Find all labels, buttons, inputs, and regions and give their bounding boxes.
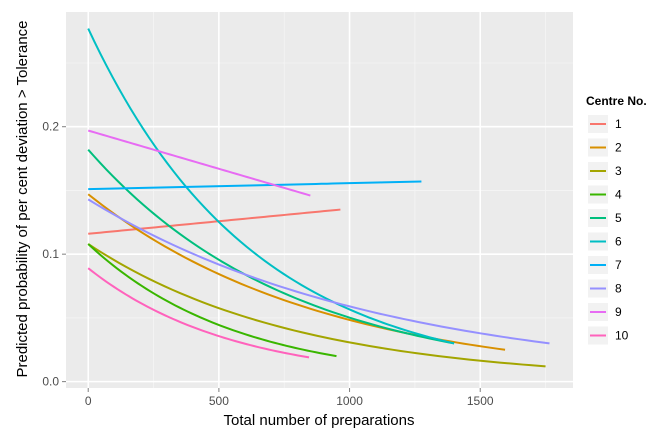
series-line-5 xyxy=(87,148,455,345)
major-gridlines xyxy=(66,12,573,388)
legend-label-6: 6 xyxy=(615,235,622,249)
series-line-4 xyxy=(87,243,337,358)
series-line-9 xyxy=(87,129,311,197)
y-tick-label: 0.2 xyxy=(42,120,59,134)
legend: Centre No. 1 2 3 4 5 6 7 8 9 10 xyxy=(586,94,647,345)
series-line-1 xyxy=(88,208,341,235)
series-line-7 xyxy=(88,180,422,191)
legend-label-7: 7 xyxy=(615,258,622,272)
legend-label-1: 1 xyxy=(615,117,622,131)
plot-panel xyxy=(66,12,573,388)
x-tick-label: 0 xyxy=(85,394,92,408)
y-axis-title: Predicted probability of per cent deviat… xyxy=(14,20,31,377)
series-line-6 xyxy=(87,28,455,345)
x-tick-label: 1000 xyxy=(336,394,363,408)
legend-label-2: 2 xyxy=(615,141,622,155)
minor-gridlines xyxy=(66,12,573,388)
series-line-8 xyxy=(87,198,550,345)
x-tick-label: 1500 xyxy=(467,394,494,408)
legend-label-4: 4 xyxy=(615,188,622,202)
legend-label-10: 10 xyxy=(615,329,629,343)
legend-items: 1 2 3 4 5 6 7 8 9 10 xyxy=(588,115,629,345)
series-lines xyxy=(87,28,550,368)
legend-label-5: 5 xyxy=(615,211,622,225)
y-tick-label: 0.0 xyxy=(42,375,59,389)
x-tick-label: 500 xyxy=(209,394,229,408)
x-axis-title: Total number of preparations xyxy=(224,412,415,429)
legend-label-3: 3 xyxy=(615,164,622,178)
legend-label-8: 8 xyxy=(615,282,622,296)
legend-title: Centre No. xyxy=(586,94,647,108)
y-axis-ticks: 0.0 0.1 0.2 xyxy=(42,120,66,389)
y-tick-label: 0.1 xyxy=(42,247,59,261)
legend-label-9: 9 xyxy=(615,305,622,319)
x-axis-ticks: 0 500 1000 1500 xyxy=(85,388,494,408)
series-line-3 xyxy=(87,243,546,368)
series-line-10 xyxy=(87,267,310,359)
